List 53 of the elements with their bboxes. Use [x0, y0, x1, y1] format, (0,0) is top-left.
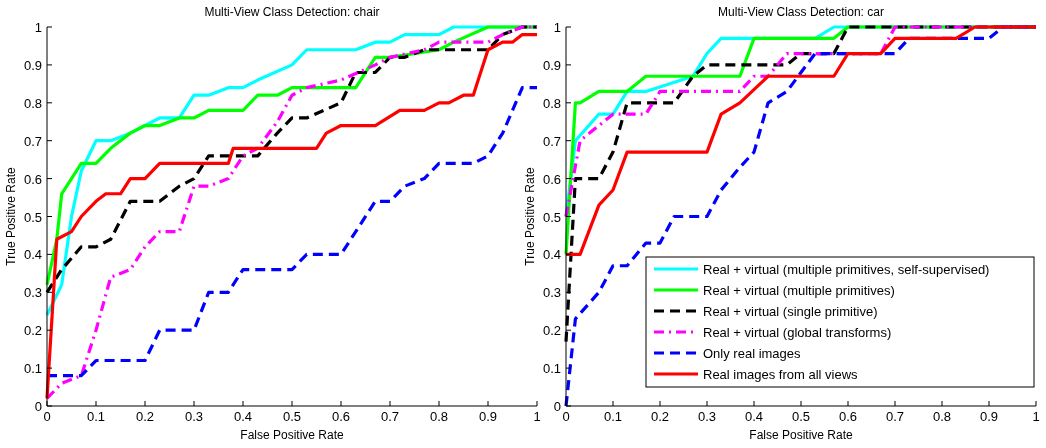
y-tick-label: 0.3 [23, 285, 42, 301]
legend-label: Real + virtual (multiple primitives, self-supervised) [703, 262, 990, 277]
legend-label: Real + virtual (global transforms) [703, 325, 892, 340]
x-tick-label: 0.8 [932, 409, 952, 424]
x-tick-label: 0.9 [478, 409, 498, 424]
y-tick-label: 0.5 [23, 209, 42, 225]
legend-label: Real + virtual (multiple primitives) [703, 283, 895, 298]
x-tick-label: 0.8 [429, 409, 449, 424]
chart-title: Multi-View Class Detection: chair [204, 5, 380, 19]
y-tick-label: 0.8 [23, 95, 42, 111]
x-tick-label: 0.2 [135, 409, 155, 424]
legend-label: Only real images [703, 346, 802, 361]
chart-title: Multi-View Class Detection: car [718, 5, 884, 19]
x-tick-label: 0.4 [744, 409, 764, 424]
y-axis-title: True Positive Rate [523, 167, 537, 266]
y-tick-label: 0.6 [542, 171, 561, 187]
y-tick-label: 0 [553, 399, 561, 414]
y-tick-label: 1 [553, 20, 561, 35]
x-tick-label: 0.2 [650, 409, 670, 424]
y-tick-label: 0.9 [23, 57, 42, 73]
y-tick-label: 0.9 [542, 57, 561, 73]
y-tick-label: 0.3 [542, 285, 561, 301]
y-tick-label: 0.4 [542, 247, 561, 263]
y-tick-label: 0.5 [542, 209, 561, 225]
y-tick-label: 0.8 [542, 95, 561, 111]
y-tick-label: 0.7 [23, 133, 42, 149]
x-tick-label: 0.6 [838, 409, 858, 424]
legend-label: Real + virtual (single primitive) [703, 304, 878, 319]
x-tick-label: 0.7 [885, 409, 905, 424]
y-tick-label: 0.1 [23, 361, 42, 377]
x-tick-label: 0.3 [697, 409, 717, 424]
x-axis-title: False Positive Rate [240, 428, 345, 442]
x-tick-label: 1 [1032, 409, 1040, 424]
x-tick-label: 0.6 [331, 409, 351, 424]
y-tick-label: 0 [34, 399, 42, 414]
y-tick-label: 0.2 [23, 323, 42, 339]
y-tick-label: 0.4 [23, 247, 42, 263]
y-axis-title: True Positive Rate [4, 167, 18, 266]
y-tick-label: 0.1 [542, 361, 561, 377]
legend-label: Real images from all views [703, 367, 859, 382]
x-tick-label: 0.1 [86, 409, 106, 424]
x-tick-label: 0.3 [184, 409, 204, 424]
x-tick-label: 0.9 [979, 409, 999, 424]
x-tick-label: 0.4 [233, 409, 253, 424]
y-tick-label: 0.6 [23, 171, 42, 187]
x-axis-title: False Positive Rate [749, 428, 854, 442]
y-tick-label: 0.2 [542, 323, 561, 339]
y-tick-label: 0.7 [542, 133, 561, 149]
x-tick-label: 0.5 [791, 409, 811, 424]
y-tick-label: 1 [34, 20, 42, 35]
x-tick-label: 0.7 [380, 409, 400, 424]
x-tick-label: 0.5 [282, 409, 302, 424]
x-tick-label: 0.1 [603, 409, 623, 424]
